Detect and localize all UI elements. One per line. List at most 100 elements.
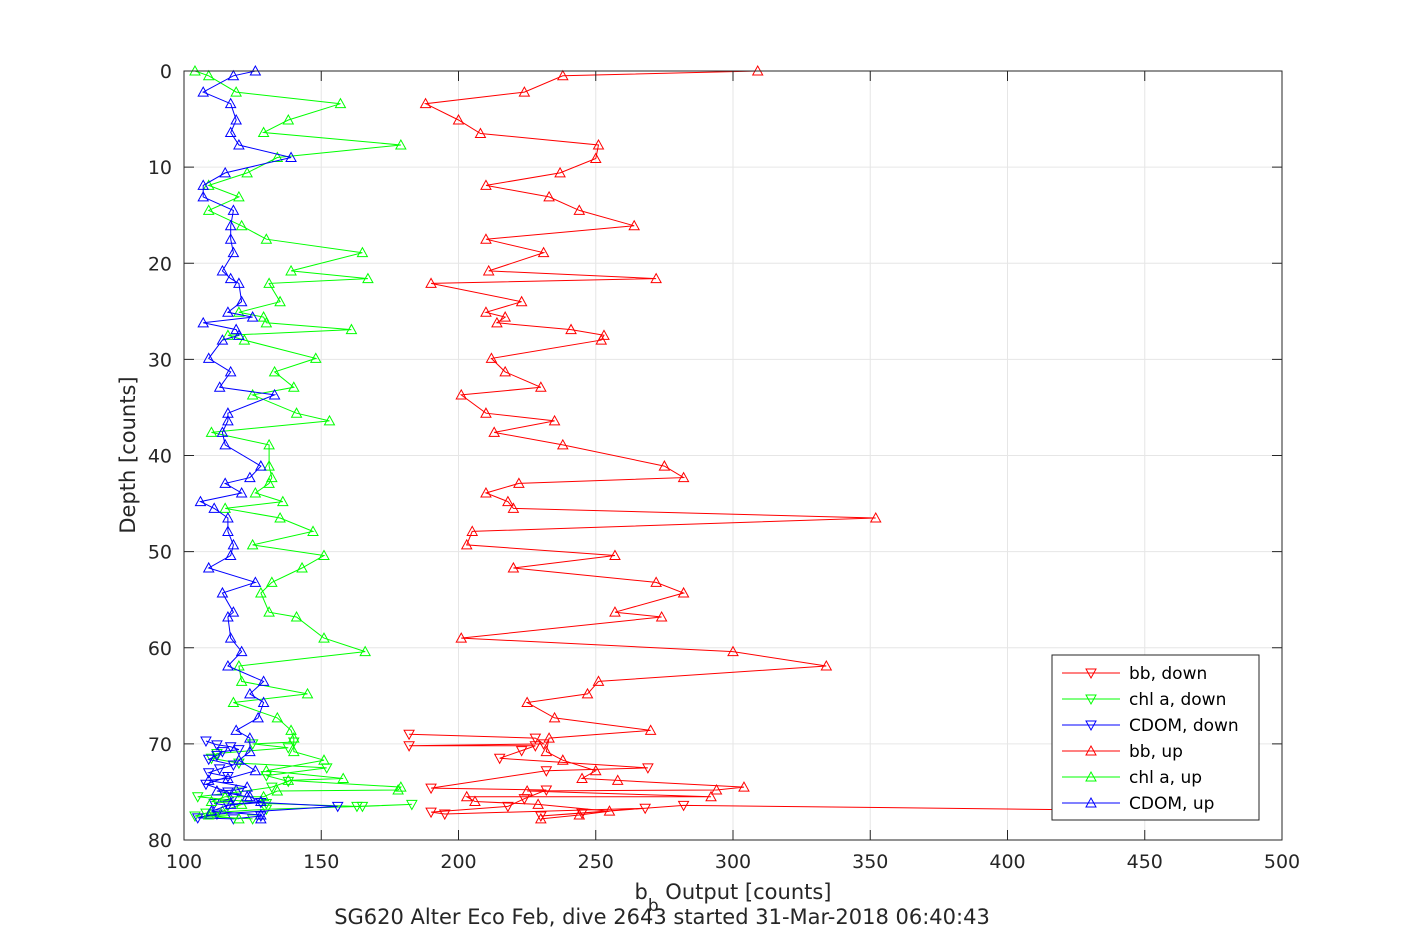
data-point bbox=[535, 812, 547, 824]
data-point bbox=[548, 711, 561, 723]
data-point bbox=[263, 460, 275, 471]
data-point bbox=[216, 805, 229, 816]
data-point bbox=[535, 811, 547, 822]
series-chl-a-up bbox=[189, 64, 407, 824]
data-point bbox=[260, 771, 273, 782]
data-point bbox=[655, 610, 668, 622]
legend-marker bbox=[1085, 796, 1097, 808]
data-point bbox=[592, 675, 605, 686]
data-point bbox=[290, 610, 303, 622]
data-point bbox=[244, 687, 256, 699]
data-point bbox=[499, 365, 512, 377]
data-point bbox=[556, 754, 569, 765]
data-point bbox=[556, 438, 569, 450]
data-point bbox=[224, 272, 237, 284]
legend-box bbox=[1051, 654, 1260, 821]
x-tick-label: 200 bbox=[440, 851, 476, 873]
data-point bbox=[268, 388, 281, 400]
data-point bbox=[233, 754, 245, 765]
data-point bbox=[202, 768, 215, 779]
data-point bbox=[419, 97, 432, 109]
data-point bbox=[469, 795, 481, 807]
data-point bbox=[194, 495, 207, 507]
data-point bbox=[219, 790, 232, 802]
data-point bbox=[287, 732, 300, 743]
data-point bbox=[658, 460, 671, 471]
data-point bbox=[274, 295, 286, 307]
data-point bbox=[233, 787, 245, 798]
data-point bbox=[222, 306, 234, 317]
data-point bbox=[235, 295, 248, 307]
data-point bbox=[502, 495, 514, 507]
data-point bbox=[233, 329, 245, 340]
data-point bbox=[263, 438, 275, 450]
data-point bbox=[535, 381, 547, 392]
series-line bbox=[198, 70, 292, 819]
data-point bbox=[197, 86, 210, 97]
data-point bbox=[543, 190, 555, 202]
legend-label: CDOM, up bbox=[1129, 794, 1214, 814]
legend: bb, down chl a, down CDOM, down bb, up chl a… bbox=[1051, 654, 1260, 821]
data-point bbox=[235, 645, 248, 657]
x-tick-label: 500 bbox=[1264, 851, 1300, 873]
data-point bbox=[438, 809, 451, 821]
data-point bbox=[642, 763, 654, 774]
y-tick-label: 10 bbox=[148, 157, 172, 179]
legend-item: bb, up bbox=[1062, 742, 1183, 762]
series-line bbox=[423, 70, 876, 820]
data-point bbox=[211, 750, 223, 762]
data-point bbox=[452, 113, 465, 125]
data-point bbox=[202, 352, 215, 363]
data-point bbox=[507, 561, 520, 573]
data-point bbox=[345, 323, 358, 335]
data-point bbox=[230, 323, 243, 335]
data-point bbox=[255, 812, 267, 824]
data-point bbox=[213, 764, 226, 775]
data-point bbox=[202, 69, 215, 81]
data-point bbox=[480, 486, 492, 498]
data-point bbox=[191, 792, 204, 803]
data-point bbox=[573, 808, 586, 820]
data-point bbox=[244, 745, 256, 757]
data-point bbox=[216, 426, 229, 437]
data-point bbox=[249, 486, 262, 498]
data-point bbox=[403, 729, 415, 741]
data-point bbox=[255, 586, 267, 598]
data-point bbox=[255, 811, 267, 822]
legend-label: chl a, down bbox=[1129, 690, 1226, 710]
data-point bbox=[233, 812, 245, 824]
data-point bbox=[213, 381, 226, 392]
data-point bbox=[244, 471, 256, 483]
data-point bbox=[738, 781, 750, 792]
data-point bbox=[285, 264, 297, 276]
data-point bbox=[282, 774, 295, 785]
data-point bbox=[351, 801, 363, 813]
data-point bbox=[677, 471, 690, 483]
chart-caption: SG620 Alter Eco Feb, dive 2643 started 3… bbox=[334, 905, 990, 929]
data-point bbox=[255, 808, 267, 820]
y-tick-label: 80 bbox=[148, 830, 172, 852]
legend-label: bb, up bbox=[1129, 742, 1183, 762]
y-tick-label: 60 bbox=[148, 638, 172, 660]
data-point bbox=[246, 388, 259, 400]
data-point bbox=[233, 758, 245, 770]
data-point bbox=[507, 502, 520, 513]
legend-label: chl a, up bbox=[1129, 768, 1202, 788]
y-axis-label: Depth [counts] bbox=[116, 376, 140, 533]
data-point bbox=[224, 742, 237, 753]
data-point bbox=[455, 632, 468, 643]
data-point bbox=[513, 477, 525, 488]
data-point bbox=[246, 311, 259, 322]
data-point bbox=[224, 233, 237, 244]
data-point bbox=[233, 306, 245, 317]
data-point bbox=[296, 561, 308, 573]
legend-marker bbox=[1085, 668, 1097, 680]
data-point bbox=[639, 803, 652, 815]
data-point bbox=[222, 511, 234, 523]
data-point bbox=[255, 798, 267, 809]
data-point bbox=[290, 407, 303, 418]
data-point bbox=[592, 138, 605, 150]
data-point bbox=[244, 732, 256, 743]
data-point bbox=[216, 334, 229, 345]
data-point bbox=[233, 138, 245, 150]
